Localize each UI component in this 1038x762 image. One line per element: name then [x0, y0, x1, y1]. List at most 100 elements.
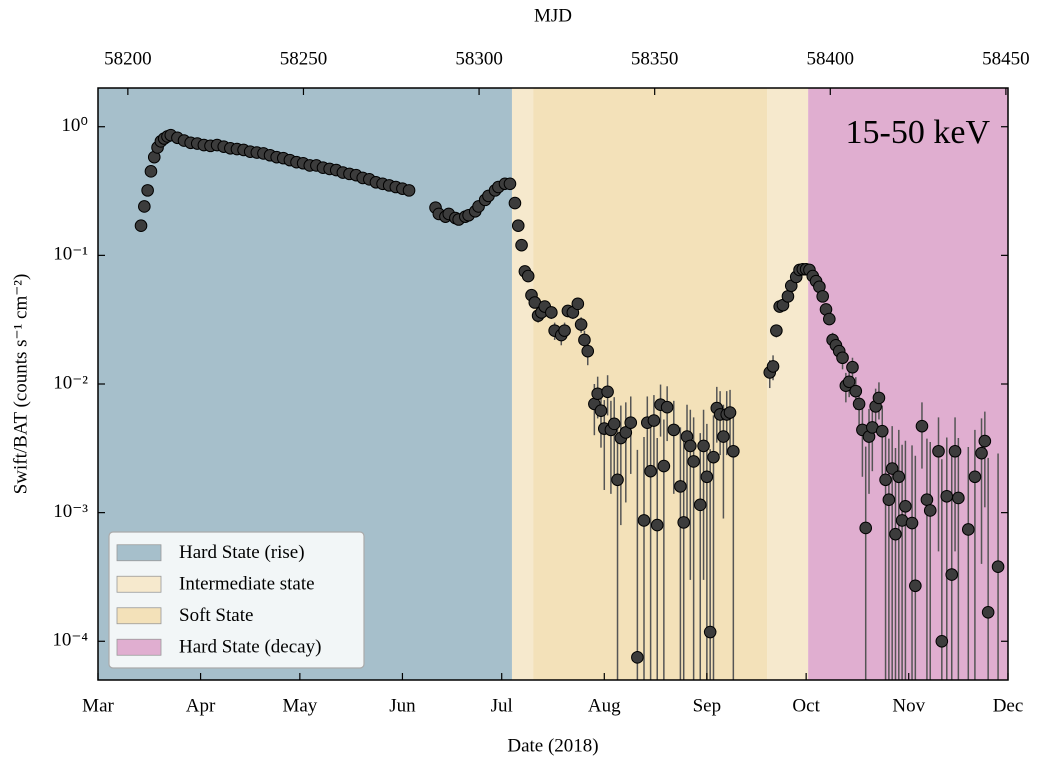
y-tick-label: 10⁻³	[53, 501, 88, 522]
data-point	[859, 521, 873, 535]
data-point	[647, 414, 661, 427]
state-region	[808, 88, 1008, 680]
data-point	[892, 470, 906, 484]
data-point	[723, 406, 737, 419]
legend-swatch	[116, 575, 162, 593]
data-point	[631, 651, 644, 664]
y-tick-label: 10⁻²	[53, 372, 88, 393]
data-point	[945, 568, 959, 581]
data-point	[574, 318, 588, 331]
legend-swatch	[116, 607, 162, 625]
data-point	[503, 177, 517, 191]
x-tick-label: Dec	[993, 695, 1024, 716]
data-point	[920, 493, 934, 507]
data-point	[882, 493, 896, 507]
data-point	[885, 462, 899, 475]
data-point	[508, 196, 522, 210]
data-point	[650, 518, 664, 532]
data-point	[660, 400, 674, 414]
x-tick-label: Sep	[693, 695, 722, 716]
data-point	[875, 424, 889, 438]
data-point	[521, 269, 535, 283]
y-tick-label: 10⁻⁴	[52, 630, 88, 651]
data-point	[687, 455, 700, 468]
data-point	[727, 444, 740, 458]
data-point	[823, 312, 836, 326]
data-point	[932, 444, 945, 458]
data-point	[703, 625, 717, 639]
data-point	[846, 360, 859, 374]
data-point	[637, 514, 651, 527]
state-region	[511, 88, 534, 680]
data-point	[879, 473, 892, 487]
y-axis-title: Swift/BAT (counts s⁻¹ cm⁻²)	[10, 274, 31, 495]
data-point	[594, 404, 608, 418]
x2-tick-label: 58350	[631, 48, 679, 69]
data-point	[717, 430, 730, 443]
data-point	[624, 416, 638, 430]
x-tick-label: Nov	[892, 695, 925, 716]
data-point	[940, 489, 954, 503]
data-point	[581, 344, 595, 358]
y-tick-label: 10⁻¹	[53, 244, 88, 265]
data-point	[766, 360, 780, 373]
data-point	[134, 219, 148, 233]
data-point	[601, 385, 614, 399]
x-tick-label: May	[282, 695, 317, 716]
data-point	[138, 200, 151, 213]
data-point	[872, 391, 886, 405]
data-point	[697, 439, 710, 453]
data-point	[935, 634, 949, 648]
x2-tick-label: 58450	[982, 48, 1030, 69]
x-tick-label: Apr	[186, 695, 216, 716]
data-point	[991, 560, 1005, 573]
top-axis-title: MJD	[534, 5, 572, 26]
data-point	[511, 219, 525, 233]
data-point	[952, 491, 965, 505]
data-point	[674, 480, 687, 493]
x-tick-label: Jul	[491, 695, 513, 716]
data-point	[607, 417, 621, 431]
x2-tick-label: 58200	[104, 48, 152, 69]
data-point	[948, 444, 962, 458]
data-point	[611, 473, 624, 487]
x2-tick-label: 58300	[455, 48, 503, 69]
data-point	[684, 439, 697, 453]
data-point	[545, 306, 558, 319]
data-point	[657, 459, 671, 473]
data-point	[644, 464, 657, 478]
data-point	[975, 446, 988, 460]
data-point	[781, 290, 795, 303]
data-point	[852, 397, 866, 411]
data-point	[141, 184, 154, 197]
data-point	[816, 290, 829, 303]
legend-box	[108, 531, 365, 669]
data-point	[981, 605, 995, 619]
data-layer	[134, 128, 1005, 680]
state-region	[767, 88, 809, 680]
data-point	[836, 351, 849, 365]
data-point	[915, 419, 929, 433]
data-point	[923, 504, 937, 517]
data-point	[144, 165, 158, 178]
data-point	[889, 527, 902, 541]
legend-label: Intermediate state	[179, 574, 315, 595]
data-point	[558, 324, 571, 337]
data-point	[515, 238, 528, 252]
data-point	[770, 324, 783, 337]
data-point	[909, 579, 922, 593]
data-point	[961, 523, 975, 536]
legend-label: Hard State (rise)	[179, 542, 305, 563]
x2-tick-label: 58400	[807, 48, 855, 69]
data-point	[842, 375, 856, 389]
data-point	[700, 470, 714, 484]
data-point	[849, 384, 863, 398]
energy-band-label: 15-50 keV	[846, 114, 991, 151]
data-point	[968, 470, 982, 484]
x-tick-label: Oct	[792, 695, 820, 716]
data-point	[667, 423, 681, 437]
x-tick-label: Mar	[82, 695, 114, 716]
legend-label: Hard State (decay)	[179, 637, 321, 658]
data-point	[693, 498, 707, 512]
